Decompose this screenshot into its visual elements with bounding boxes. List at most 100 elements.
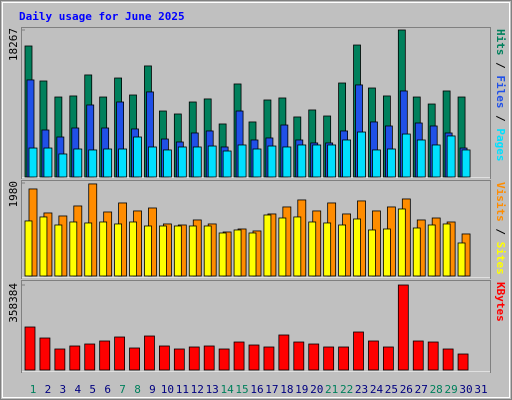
legend-entry: Visits	[494, 182, 507, 222]
x-tick-label: 4	[74, 383, 81, 396]
bar	[39, 216, 48, 277]
x-tick-label: 3	[60, 383, 67, 396]
bar	[88, 149, 98, 178]
bar	[461, 149, 471, 178]
bar	[431, 144, 441, 178]
bar	[248, 344, 260, 371]
x-tick-label: 30	[459, 383, 472, 396]
x-tick-label: 21	[325, 383, 338, 396]
x-tick-label: 8	[134, 383, 141, 396]
legend-entry: Sites	[494, 242, 507, 275]
bar	[58, 153, 68, 178]
bar	[278, 217, 287, 277]
bar	[114, 336, 125, 371]
bar	[386, 148, 396, 178]
bar	[442, 348, 454, 371]
x-tick-label: 26	[400, 383, 413, 396]
x-tick-label: 11	[176, 383, 189, 396]
bar	[99, 221, 108, 277]
bar	[129, 347, 140, 371]
x-tick-label: 20	[310, 383, 323, 396]
bar	[24, 326, 36, 371]
bar	[118, 148, 127, 178]
x-tick-label: 25	[385, 383, 398, 396]
bar	[357, 131, 366, 178]
bar	[401, 133, 411, 178]
bar	[188, 225, 197, 277]
bar	[372, 149, 381, 178]
bar	[308, 343, 320, 371]
bar	[218, 232, 227, 277]
bar	[427, 341, 439, 371]
bar	[353, 331, 364, 371]
x-tick-label: 1	[30, 383, 37, 396]
bar	[162, 149, 172, 178]
x-tick-label: 2	[45, 383, 52, 396]
legend-entry: Hits	[494, 29, 507, 56]
bar	[207, 145, 217, 178]
bar	[252, 148, 262, 178]
x-tick-label: 15	[235, 383, 248, 396]
x-tick-label: 27	[415, 383, 428, 396]
bar	[457, 353, 469, 371]
bar	[114, 223, 122, 277]
legend-separator: /	[494, 109, 507, 129]
legend: Hits / Files / Pages	[494, 29, 507, 162]
bar	[457, 242, 466, 277]
bar	[173, 348, 185, 371]
bar	[293, 216, 302, 277]
x-tick-label: 7	[119, 383, 126, 396]
bar	[222, 150, 232, 178]
bar	[263, 214, 272, 277]
bar	[353, 218, 361, 277]
bar	[323, 346, 335, 371]
bar	[327, 144, 337, 178]
legend-entry: Pages	[494, 128, 507, 161]
legend-separator: /	[494, 222, 507, 242]
bar	[177, 146, 187, 178]
bar	[144, 335, 155, 371]
x-tick-label: 23	[355, 383, 368, 396]
legend: KBytes	[494, 282, 507, 322]
bar	[158, 225, 167, 277]
x-tick-label: 9	[149, 383, 156, 396]
bar	[84, 222, 93, 277]
bar	[312, 144, 322, 178]
bar	[39, 337, 51, 371]
bar	[99, 340, 111, 371]
bar	[24, 220, 33, 277]
x-tick-label: 31	[474, 383, 487, 396]
x-tick-label: 29	[444, 383, 457, 396]
bar	[382, 346, 394, 371]
x-tick-label: 16	[250, 383, 263, 396]
x-tick-label: 24	[370, 383, 384, 396]
x-tick-label: 6	[104, 383, 111, 396]
x-tick-label: 17	[265, 383, 278, 396]
x-tick-label: 5	[89, 383, 96, 396]
y-tick-label: 1980	[7, 181, 20, 208]
bar	[218, 348, 230, 371]
bar	[267, 145, 277, 178]
x-tick-label: 22	[340, 383, 353, 396]
bar	[73, 148, 83, 178]
bar	[282, 146, 292, 178]
bar	[323, 222, 332, 277]
bar	[446, 135, 456, 178]
bar	[338, 224, 346, 277]
bar	[133, 136, 142, 178]
x-tick-label: 12	[191, 383, 204, 396]
bar	[148, 146, 157, 178]
bar	[54, 348, 66, 371]
bar	[248, 232, 257, 277]
bar	[293, 341, 305, 371]
bar	[54, 224, 63, 277]
x-tick-label: 10	[161, 383, 174, 396]
bar	[69, 345, 81, 371]
y-tick-label: 18267	[7, 28, 20, 61]
x-tick-label: 28	[430, 383, 443, 396]
bar	[237, 144, 247, 178]
bar	[28, 147, 38, 178]
chart-title: Daily usage for June 2025	[19, 10, 185, 23]
bar	[412, 227, 421, 277]
bar	[158, 345, 170, 371]
